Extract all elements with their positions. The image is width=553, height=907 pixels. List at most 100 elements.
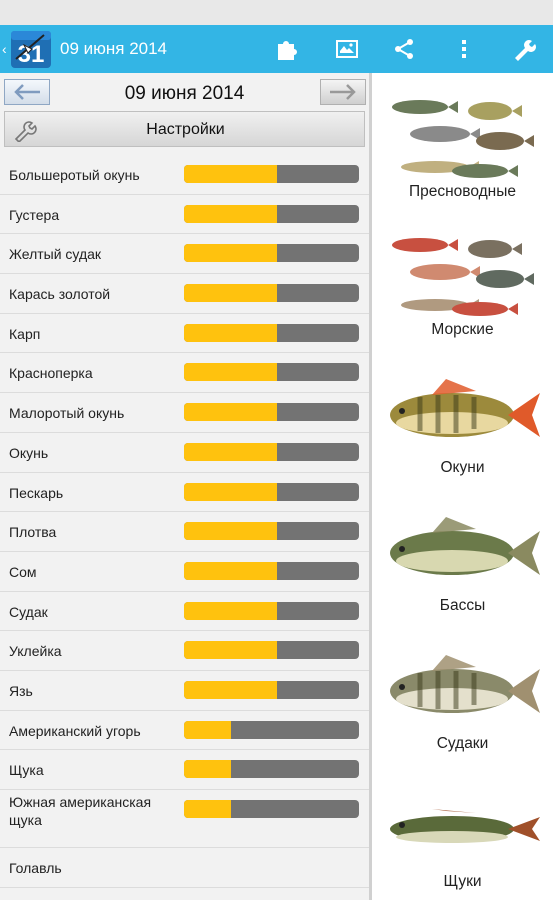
category-bass-fish[interactable]: Бассы bbox=[372, 501, 553, 631]
perch-fish-image bbox=[380, 365, 545, 465]
activity-bar bbox=[184, 244, 359, 263]
fish-row[interactable]: Щука bbox=[0, 750, 369, 790]
fish-row[interactable]: Карп bbox=[0, 314, 369, 354]
fish-name: Судак bbox=[9, 603, 48, 620]
fish-name: Уклейка bbox=[9, 643, 62, 660]
activity-bar-fill bbox=[184, 561, 277, 580]
fish-row[interactable]: Американский угорь bbox=[0, 711, 369, 751]
activity-bar bbox=[184, 680, 359, 699]
fish-name: Язь bbox=[9, 682, 33, 699]
activity-bar-fill bbox=[184, 720, 232, 739]
map-icon[interactable] bbox=[331, 33, 363, 65]
activity-bar bbox=[184, 482, 359, 501]
fish-row[interactable]: Голавль bbox=[0, 848, 369, 888]
fish-row[interactable]: Большеротый окунь bbox=[0, 155, 369, 195]
fish-activity-list: Большеротый окунь Густера Желтый судак Кара… bbox=[0, 155, 369, 888]
activity-bar bbox=[184, 165, 359, 183]
current-date: 09 июня 2014 bbox=[124, 83, 245, 104]
overflow-menu-icon[interactable] bbox=[448, 33, 480, 65]
fish-name: Плотва bbox=[9, 524, 57, 541]
activity-bar-fill bbox=[184, 363, 277, 382]
activity-bar bbox=[184, 561, 359, 580]
fish-row[interactable]: Уклейка bbox=[0, 631, 369, 671]
next-date-button[interactable] bbox=[320, 79, 366, 105]
category-pike-fish[interactable]: Щуки bbox=[372, 777, 553, 907]
category-perch-fish[interactable]: Окуни bbox=[372, 363, 553, 493]
category-label: Щуки bbox=[443, 873, 482, 890]
fish-row[interactable]: Густера bbox=[0, 195, 369, 235]
left-panel: 09 июня 2014 Настройки Большеротый окунь… bbox=[0, 73, 369, 900]
activity-bar-fill bbox=[184, 641, 277, 660]
fish-name: Желтый судак bbox=[9, 246, 102, 263]
activity-bar bbox=[184, 522, 359, 541]
fish-name: Красноперка bbox=[9, 365, 93, 382]
activity-bar-fill bbox=[184, 284, 277, 303]
arrow-left-icon bbox=[14, 84, 40, 100]
activity-bar-fill bbox=[184, 482, 277, 501]
fish-row[interactable]: Судак bbox=[0, 592, 369, 632]
date-navigation: 09 июня 2014 bbox=[0, 77, 369, 107]
fish-name: Американский угорь bbox=[9, 722, 141, 739]
activity-bar-fill bbox=[184, 244, 277, 263]
fish-row[interactable]: Карась золотой bbox=[0, 274, 369, 314]
wrench-icon bbox=[13, 118, 39, 144]
category-label: Пресноводные bbox=[408, 183, 517, 200]
activity-bar bbox=[184, 800, 359, 818]
share-icon[interactable] bbox=[388, 33, 420, 65]
fish-row[interactable]: Желтый судак bbox=[0, 234, 369, 275]
up-caret-icon[interactable]: ‹ bbox=[2, 41, 7, 57]
fish-name: Южная американская щука bbox=[9, 794, 152, 828]
activity-bar-fill bbox=[184, 323, 277, 342]
activity-bar bbox=[184, 204, 359, 223]
fish-row[interactable]: Язь bbox=[0, 671, 369, 711]
category-label: Морские bbox=[431, 321, 494, 338]
fish-name: Окунь bbox=[9, 444, 49, 461]
category-zander-fish[interactable]: Судаки bbox=[372, 639, 553, 769]
activity-bar bbox=[184, 323, 359, 342]
settings-button[interactable]: Настройки bbox=[4, 111, 365, 147]
fish-row[interactable]: Сом bbox=[0, 552, 369, 592]
fish-row[interactable]: Плотва bbox=[0, 512, 369, 552]
fish-name: Густера bbox=[9, 206, 60, 223]
activity-bar bbox=[184, 641, 359, 660]
panel-divider bbox=[369, 73, 372, 900]
fish-name: Сом bbox=[9, 563, 37, 580]
puzzle-icon[interactable] bbox=[270, 33, 302, 65]
activity-bar-fill bbox=[184, 800, 232, 818]
activity-bar-fill bbox=[184, 442, 277, 461]
fish-name: Пескарь bbox=[9, 484, 64, 501]
activity-bar-fill bbox=[184, 403, 277, 422]
activity-bar-fill bbox=[184, 165, 277, 183]
category-panel: Пресноводные Морские Окуни Бассы Судаки Щуки bbox=[372, 73, 553, 900]
activity-bar bbox=[184, 442, 359, 461]
fish-name: Голавль bbox=[9, 860, 62, 876]
category-sea-fish-group[interactable]: Морские bbox=[372, 225, 553, 355]
app-icon[interactable]: 31 bbox=[10, 29, 52, 69]
category-freshwater-fish-group[interactable]: Пресноводные bbox=[372, 87, 553, 217]
fish-name: Щука bbox=[9, 762, 44, 779]
activity-bar bbox=[184, 363, 359, 382]
category-label: Окуни bbox=[440, 459, 485, 476]
activity-bar-fill bbox=[184, 680, 277, 699]
freshwater-fish-group-image bbox=[380, 89, 545, 189]
status-bar bbox=[0, 0, 553, 25]
zander-fish-image bbox=[380, 641, 545, 741]
activity-bar-fill bbox=[184, 601, 277, 620]
prev-date-button[interactable] bbox=[4, 79, 50, 105]
fish-row[interactable]: Южная американская щука bbox=[0, 790, 369, 848]
activity-bar bbox=[184, 720, 359, 739]
fish-row[interactable]: Красноперка bbox=[0, 353, 369, 394]
wrench-icon[interactable] bbox=[508, 33, 540, 65]
fish-name: Карась золотой bbox=[9, 286, 111, 303]
sea-fish-group-image bbox=[380, 227, 545, 327]
action-bar: ‹ 31 09 июня 2014 bbox=[0, 25, 553, 73]
category-label: Бассы bbox=[439, 597, 486, 614]
fish-row[interactable]: Малоротый окунь bbox=[0, 393, 369, 433]
fish-row[interactable]: Пескарь bbox=[0, 473, 369, 513]
activity-bar-fill bbox=[184, 522, 277, 541]
activity-bar bbox=[184, 403, 359, 422]
pike-fish-image bbox=[380, 779, 545, 879]
fish-name: Большеротый окунь bbox=[9, 167, 140, 183]
bass-fish-image bbox=[380, 503, 545, 603]
fish-row[interactable]: Окунь bbox=[0, 433, 369, 473]
